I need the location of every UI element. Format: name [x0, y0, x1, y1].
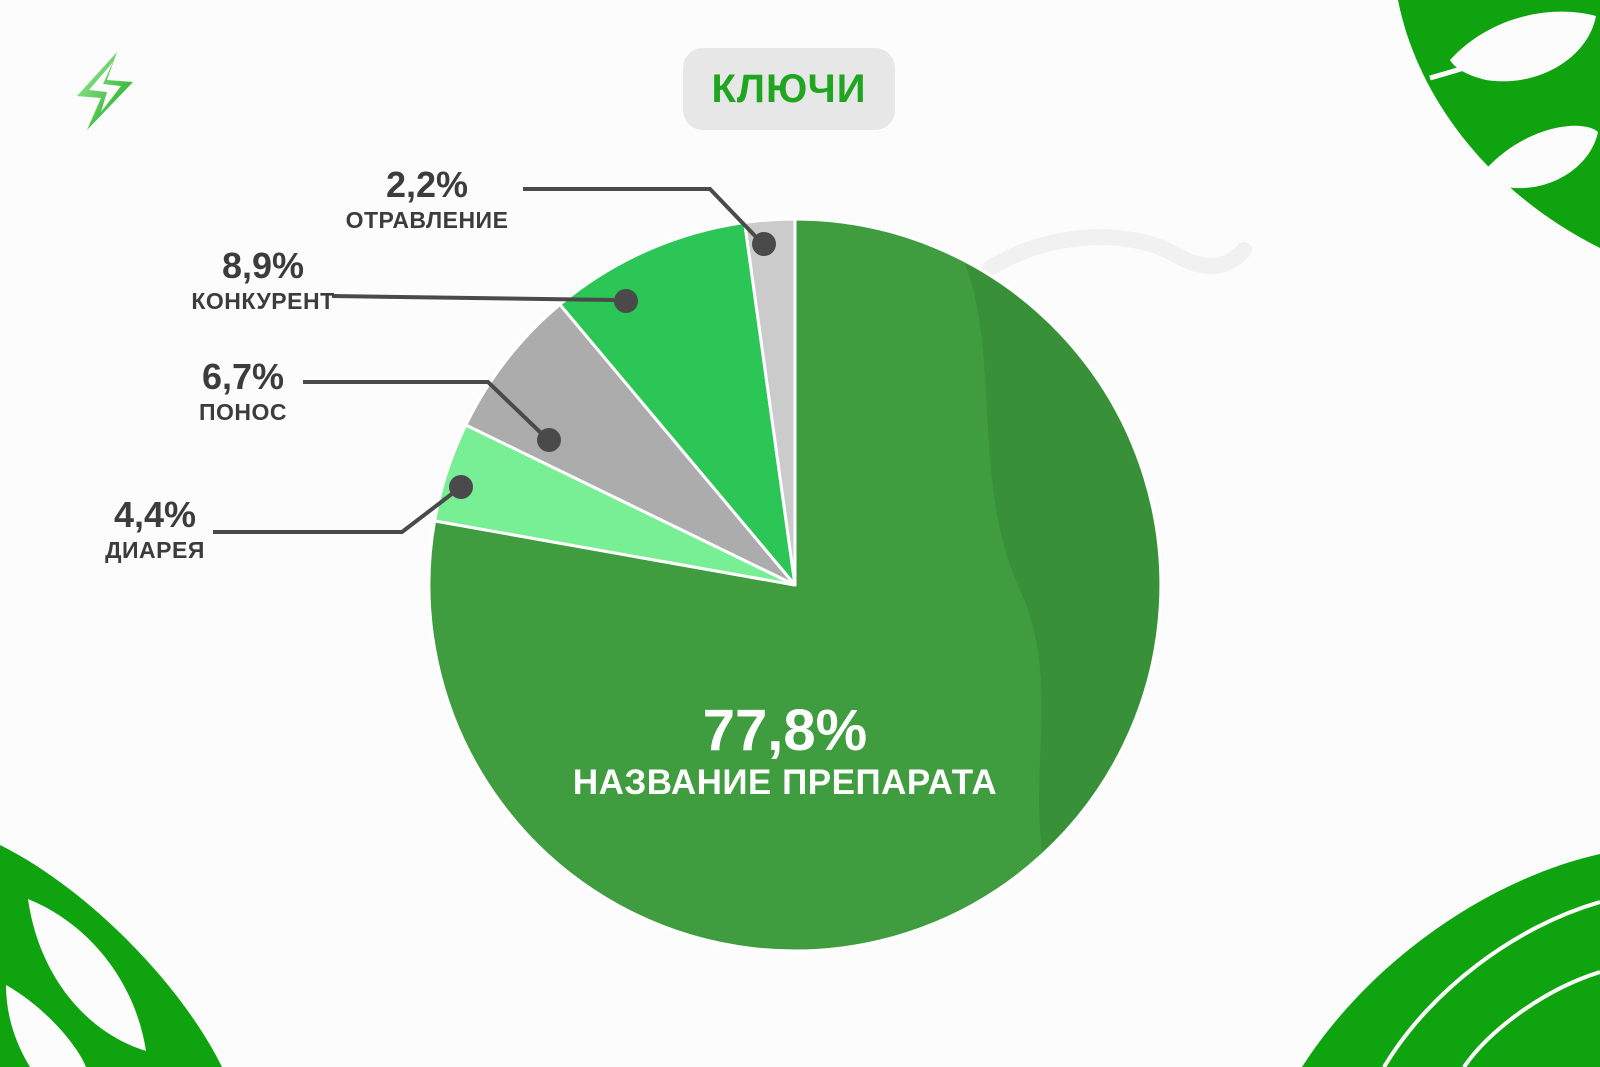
page-title: КЛЮЧИ	[711, 66, 867, 111]
callout-label-diareya: 4,4% ДИАРЕЯ	[40, 496, 270, 562]
callout-label-konkurent: 8,9% КОНКУРЕНТ	[148, 247, 378, 313]
callout-label-otravlenie: 2,2% ОТРАВЛЕНИЕ	[312, 166, 542, 232]
percent-value: 77,8%	[702, 698, 868, 763]
callout-line-konkurent	[331, 294, 615, 302]
segment-name: КОНКУРЕНТ	[191, 287, 335, 314]
lightning-logo-icon	[77, 52, 133, 130]
callout-line-otravlenie	[523, 187, 759, 240]
green-blob	[0, 845, 222, 1067]
title-badge: КЛЮЧИ	[683, 48, 895, 130]
green-blob	[1302, 854, 1600, 1067]
pie-slice-4	[558, 221, 797, 587]
pie-slice-1	[427, 217, 1163, 953]
pie-slice-3	[464, 303, 797, 587]
corner-decoration-bottom-left	[0, 845, 222, 1067]
callout-line-diareya	[213, 491, 455, 534]
callout-dot-otravlenie	[752, 232, 776, 256]
leaf-shape	[1450, 11, 1596, 82]
segment-name: ОТРАВЛЕНИЕ	[345, 206, 509, 233]
callout-dot-ponos	[537, 428, 561, 452]
bolt-inner	[89, 62, 121, 112]
callout-label-ponos: 6,7% ПОНОС	[128, 358, 358, 424]
pie-slices-group	[427, 217, 1163, 953]
percent-value: 6,7%	[201, 356, 285, 397]
leaf-stem	[1429, 47, 1515, 81]
leaf-shape	[6, 985, 86, 1067]
callout-dot-konkurent	[614, 289, 638, 313]
percent-value: 8,9%	[221, 245, 305, 286]
leaf-shape	[28, 899, 146, 1051]
leaf-shape	[1485, 125, 1598, 189]
callout-line-ponos	[303, 380, 543, 435]
pie-wave-group	[948, 221, 1159, 916]
main-slice-label: 77,8% НАЗВАНИЕ ПРЕПАРАТА	[485, 700, 1085, 804]
leaf-vein	[1462, 970, 1600, 1067]
corner-decoration-top-right	[1398, 0, 1600, 248]
segment-name: ПОНОС	[198, 398, 288, 425]
percent-value: 4,4%	[113, 494, 197, 535]
segment-name: НАЗВАНИЕ ПРЕПАРАТА	[572, 763, 998, 802]
percent-value: 2,2%	[385, 164, 469, 205]
background-swirl	[982, 229, 1252, 276]
callout-dot-diareya	[449, 475, 473, 499]
leaf-stem	[1464, 155, 1534, 193]
corner-decoration-bottom-right	[1302, 854, 1600, 1067]
segment-name: ДИАРЕЯ	[105, 536, 205, 563]
leaf-vein	[1382, 900, 1600, 1067]
pie-wave-accent	[948, 221, 1159, 916]
